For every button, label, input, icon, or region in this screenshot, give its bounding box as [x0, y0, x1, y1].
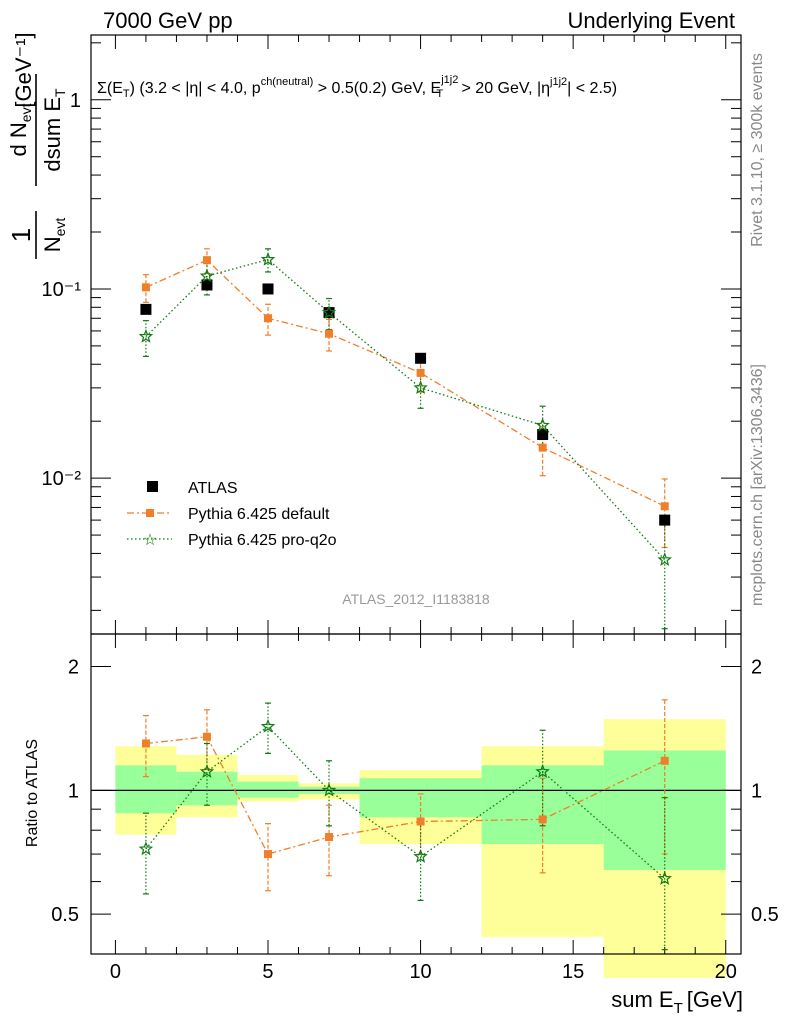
proq2o-point: [321, 304, 337, 319]
atlas-point: [323, 307, 335, 319]
ratio-default-point: [263, 850, 272, 859]
x-tick-label: 5: [262, 961, 273, 983]
mcplots-label: mcplots.cern.ch [arXiv:1306.3436]: [749, 364, 766, 606]
proq2o-point: [413, 380, 428, 395]
ratio-y-tick-label-right: 0.5: [751, 904, 779, 926]
ratio-default-point: [416, 817, 425, 826]
ratio-y-tick-label: 1: [68, 780, 79, 802]
ylabel-unit: [GeV⁻¹]: [11, 32, 36, 107]
ratio-proq2o-point: [413, 848, 428, 863]
atlas-point: [140, 303, 152, 315]
header-right: Underlying Event: [567, 8, 735, 33]
y-tick-label: 10⁻²: [42, 468, 82, 490]
atlas-point: [201, 279, 213, 291]
default-point: [538, 443, 547, 452]
proq2o-point: [657, 552, 672, 567]
selection-annotation: Σ(ET) (3.2 < |η| < 4.0, pch(neutral) > 0…: [97, 74, 617, 100]
y-tick-label: 1: [70, 90, 81, 112]
legend-proq2o-marker: ☆: [143, 532, 157, 549]
ratio-band-inner: [237, 781, 299, 798]
legend-atlas-label: ATLAS: [188, 480, 238, 497]
default-point: [660, 502, 669, 511]
main-plot-area: 10⁻² 10⁻¹ 1: [42, 34, 742, 635]
proq2o-point: [199, 268, 215, 283]
ratio-default-point: [538, 815, 547, 824]
x-tick-label: 20: [715, 961, 737, 983]
ratio-y-tick-label: 0.5: [51, 904, 79, 926]
ratio-frame: [90, 633, 742, 955]
ratio-default-point: [660, 756, 669, 765]
svg-text:Nevt: Nevt: [40, 218, 68, 253]
analysis-watermark: ATLAS_2012_I1183818: [342, 591, 490, 607]
ratio-default-point: [141, 739, 150, 748]
ratio-y-tick-label: 2: [68, 657, 79, 679]
legend-proq2o-label: Pythia 6.425 pro-q2o: [188, 532, 337, 549]
ratio-ylabel: Ratio to ATLAS: [24, 739, 41, 847]
x-tick-label: 15: [562, 961, 584, 983]
main-ylabel: 1 Nevt d Nevt dsum ET [GeV⁻¹]: [6, 32, 68, 259]
ratio-band-inner: [176, 771, 238, 806]
ratio-band-inner: [115, 765, 177, 814]
atlas-point: [659, 514, 671, 526]
ratio-proq2o-point: [657, 870, 672, 885]
ratio-default-point: [325, 833, 334, 842]
y-tick-label: 10⁻¹: [42, 279, 82, 301]
default-point: [325, 329, 334, 338]
default-point: [416, 368, 425, 377]
ratio-proq2o-point: [138, 841, 154, 856]
x-axis-label: sum ET [GeV]: [611, 987, 743, 1017]
ratio-default-point: [202, 732, 211, 741]
atlas-point: [537, 429, 549, 441]
svg-text:dsum ET: dsum ET: [40, 88, 68, 172]
proq2o-point: [535, 417, 550, 432]
ratio-proq2o-point: [199, 764, 215, 778]
ratio-y-tick-label-right: 1: [751, 780, 762, 802]
atlas-point: [415, 352, 427, 364]
default-point: [263, 314, 272, 323]
ratio-proq2o-point: [535, 764, 550, 778]
ratio-plot-area: 0 5 10 15 20 0.5 0.5 1 1 2 2: [51, 633, 779, 983]
proq2o-point: [138, 328, 154, 343]
ratio-proq2o-point: [321, 782, 337, 797]
atlas-point: [262, 283, 274, 295]
rivet-label: Rivet 3.1.10, ≥ 300k events: [749, 53, 766, 247]
default-series-line: [145, 259, 665, 507]
legend-atlas-marker: [147, 481, 158, 492]
ratio-y-tick-label-right: 2: [751, 657, 762, 679]
default-point: [202, 256, 211, 265]
x-tick-label: 0: [110, 961, 121, 983]
ratio-proq2o-point: [260, 718, 276, 733]
legend: ATLAS Pythia 6.425 default ☆ Pythia 6.42…: [127, 480, 337, 549]
default-point: [141, 283, 150, 292]
proq2o-series-line: [145, 258, 666, 561]
legend-default-label: Pythia 6.425 default: [188, 506, 330, 523]
svg-text:1: 1: [6, 228, 36, 242]
legend-default-marker: [146, 509, 154, 517]
svg-text:d Nevt: d Nevt: [6, 103, 34, 156]
ratio-proq2o-line: [145, 725, 666, 880]
header-left: 7000 GeV pp: [103, 8, 233, 33]
x-tick-label: 10: [409, 961, 431, 983]
proq2o-point: [260, 251, 276, 266]
